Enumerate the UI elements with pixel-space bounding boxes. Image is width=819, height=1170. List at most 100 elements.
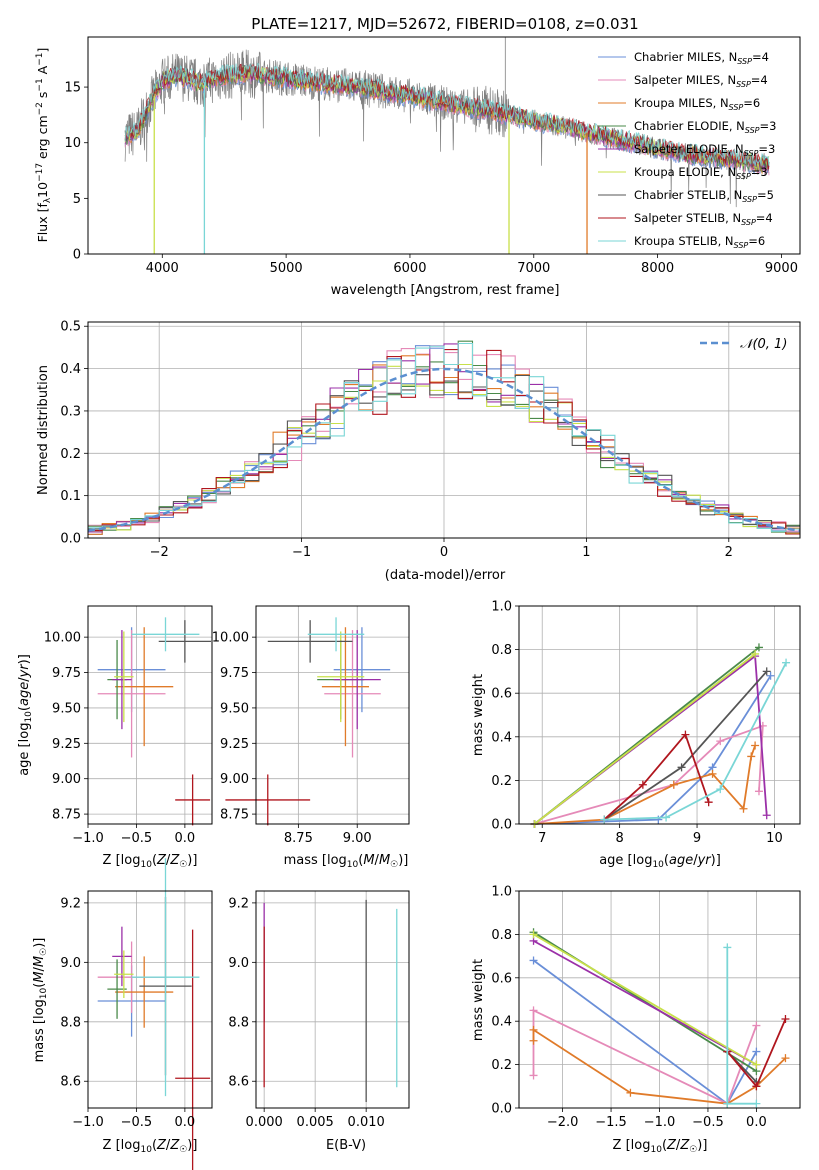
weight-marker-chabrier_miles — [752, 1047, 761, 1056]
residual-histogram-salpeter_stelib — [88, 349, 800, 535]
weight-line-kroupa_elodie — [533, 933, 757, 1066]
spectrum-title: PLATE=1217, MJD=52672, FIBERID=0108, z=0… — [251, 15, 638, 33]
weight-line-chabrier_miles — [534, 675, 772, 825]
y-tick-label: 0 — [73, 248, 81, 263]
legend-label-salpeter_elodie: Salpeter ELODIE, NSSP=3 — [634, 142, 775, 158]
x-tick-label: −2.0 — [547, 1115, 579, 1130]
x-tick-label: 0.0 — [746, 1115, 767, 1130]
weight-age-plot — [530, 643, 791, 828]
y-tick-label: 0.0 — [60, 532, 81, 547]
weight-z-plot — [529, 928, 790, 1108]
y-tick-label: 8.6 — [228, 1075, 249, 1090]
weight-marker-kroupa_stelib — [600, 815, 609, 824]
y-tick-label: 0.1 — [60, 489, 81, 504]
y-tick-label: 1.0 — [491, 600, 512, 615]
mass-z-ylabel: mass [log10(M/M☉)] — [32, 938, 49, 1063]
weight-marker-kroupa_stelib — [716, 785, 725, 794]
age-mass-xlabel: mass [log10(M/M☉)] — [284, 853, 409, 870]
weight-marker-kroupa_stelib — [723, 943, 732, 952]
weight-marker-kroupa_stelib — [752, 1099, 761, 1108]
x-tick-label: −1.0 — [644, 1115, 676, 1130]
y-tick-label: 10.00 — [212, 631, 249, 646]
weight-marker-salpeter_stelib — [638, 780, 647, 789]
weight-marker-kroupa_miles — [626, 1088, 635, 1097]
y-tick-label: 1.0 — [491, 885, 512, 900]
x-tick-label: 0 — [440, 545, 448, 560]
mass-z-panel: −1.0 −0.5 0.08.68.89.09.2 Z [log10(Z/Z☉)] … — [32, 858, 213, 1170]
spectrum-legend: Chabrier MILES, NSSP=4 Salpeter MILES, NS… — [598, 50, 776, 250]
weight-marker-salpeter_stelib — [781, 1015, 790, 1024]
y-tick-label: 9.2 — [60, 896, 81, 911]
weight-marker-chabrier_miles — [529, 956, 538, 965]
weight-marker-kroupa_miles — [708, 769, 717, 778]
x-tick-label: 0.000 — [246, 1115, 283, 1130]
x-tick-label: −0.5 — [121, 831, 153, 846]
x-tick-label: −1.0 — [72, 1115, 104, 1130]
y-tick-label: 9.00 — [220, 772, 249, 787]
weight-marker-kroupa_elodie — [751, 649, 760, 658]
weight-marker-kroupa_elodie — [529, 930, 538, 939]
y-tick-label: 8.8 — [228, 1015, 249, 1030]
age-z-ylabel: age [log10(age/yr)] — [17, 654, 34, 776]
age-mass-axes-frame — [255, 605, 410, 825]
x-tick-label: 0.005 — [297, 1115, 334, 1130]
weight-marker-chabrier_stelib — [762, 667, 771, 676]
residual-ylabel: Normed distribution — [36, 365, 51, 495]
weight-marker-salpeter_elodie — [762, 811, 771, 820]
age-z-ticks: −1.0 −0.5 0.0 8.75 9.00 9.25 9.50 9.75 10.00 — [44, 631, 195, 846]
y-tick-label: 0.5 — [60, 320, 81, 335]
residual-ticks: −2 −1 0 1 2 0.0 0.1 0.2 0.3 0.4 0.5 — [60, 320, 733, 560]
y-tick-label: 0.3 — [60, 404, 81, 419]
weight-z-ticks: −2.0 −1.5 −1.0 −0.5 0.0 0.0 0.2 0.4 0.6 0.8 1.0 — [491, 885, 766, 1131]
spectrum-axes-frame — [87, 36, 801, 255]
weight-age-xlabel: age [log10(age/yr)] — [599, 853, 721, 870]
spectrum-plot — [124, 37, 770, 254]
y-tick-label: 0.2 — [491, 774, 512, 789]
legend-label-salpeter_stelib: Salpeter STELIB, NSSP=4 — [634, 211, 773, 227]
x-tick-label: −2 — [150, 545, 169, 560]
y-tick-label: 0.6 — [491, 971, 512, 986]
age-z-xlabel: Z [log10(Z/Z☉)] — [103, 853, 198, 870]
y-tick-label: 15 — [64, 81, 81, 96]
mass-z-ticks: −1.0 −0.5 0.0 8.6 8.8 9.0 9.2 — [60, 896, 195, 1130]
x-tick-label: 9000 — [765, 261, 798, 276]
x-tick-label: 0.0 — [175, 1115, 196, 1130]
weight-marker-kroupa_miles — [781, 1054, 790, 1063]
weight-z-panel: −2.0 −1.5 −1.0 −0.5 0.0 0.0 0.2 0.4 0.6 0.8 1.0 Z … — [471, 885, 801, 1155]
x-tick-label: 9 — [693, 831, 701, 846]
y-tick-label: 0.6 — [491, 687, 512, 702]
weight-marker-salpeter_miles — [716, 737, 725, 746]
weight-z-xlabel: Z [log10(Z/Z☉)] — [613, 1138, 708, 1155]
x-tick-label: 2 — [725, 545, 733, 560]
x-tick-label: 7 — [538, 831, 546, 846]
legend-label-salpeter_miles: Salpeter MILES, NSSP=4 — [634, 73, 768, 89]
weight-marker-kroupa_elodie — [752, 1060, 761, 1069]
normal-legend-label: 𝒩(0, 1) — [740, 337, 787, 352]
legend-label-kroupa_elodie: Kroupa ELODIE, NSSP=3 — [634, 165, 768, 181]
weight-age-ylabel: mass weight — [471, 674, 486, 756]
weight-age-ticks: 7 8 9 10 0.0 0.2 0.4 0.6 0.8 1.0 — [491, 600, 782, 847]
y-tick-label: 9.75 — [52, 666, 81, 681]
age-z-plot — [97, 617, 212, 826]
x-tick-label: 1 — [582, 545, 590, 560]
residual-plot — [87, 340, 801, 535]
y-tick-label: 0.0 — [491, 1102, 512, 1117]
residual-panel: −2 −1 0 1 2 0.0 0.1 0.2 0.3 0.4 0.5 (data-model)/e… — [36, 320, 801, 583]
weight-age-panel: 7 8 9 10 0.0 0.2 0.4 0.6 0.8 1.0 age [log10(age/y… — [471, 600, 801, 870]
weight-marker-chabrier_miles — [766, 671, 775, 680]
weight-marker-salpeter_miles — [529, 1006, 538, 1015]
age-mass-plot — [225, 617, 391, 826]
residual-histogram-kroupa_stelib — [88, 342, 800, 532]
weight-marker-salpeter_stelib — [752, 1082, 761, 1091]
y-tick-label: 8.6 — [60, 1075, 81, 1090]
y-tick-label: 8.75 — [220, 808, 249, 823]
x-tick-label: −0.5 — [692, 1115, 724, 1130]
y-tick-label: 0.4 — [60, 362, 81, 377]
y-tick-label: 8.75 — [52, 808, 81, 823]
model-line-kroupa_stelib — [124, 62, 770, 167]
x-tick-label: −1.0 — [72, 831, 104, 846]
y-tick-label: 9.50 — [220, 701, 249, 716]
x-tick-label: −1 — [292, 545, 311, 560]
y-tick-label: 0.8 — [491, 643, 512, 658]
weight-marker-salpeter_stelib — [704, 798, 713, 807]
